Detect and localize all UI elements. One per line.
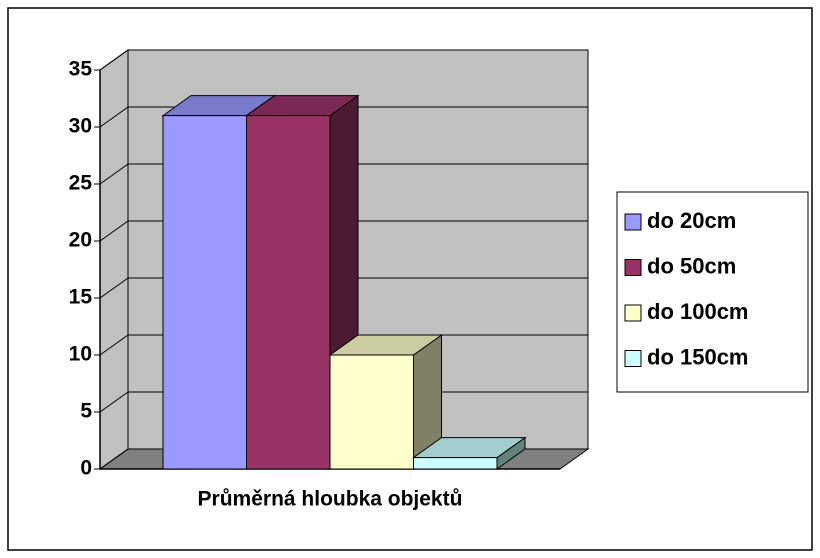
grid-line xyxy=(99,220,129,242)
grid-line xyxy=(99,106,129,128)
y-tick-label: 30 xyxy=(69,115,92,138)
legend-label: do 20cm xyxy=(647,208,736,233)
legend-swatch xyxy=(624,350,642,367)
y-tick-label: 10 xyxy=(69,343,92,366)
legend-label: do 50cm xyxy=(647,253,736,278)
grid-line xyxy=(99,334,129,356)
legend-box xyxy=(616,191,809,393)
legend-swatch xyxy=(624,304,642,322)
grid-line xyxy=(99,277,129,299)
bar xyxy=(246,115,331,470)
grid-line xyxy=(99,163,129,185)
y-tick-label: 20 xyxy=(69,229,92,252)
legend-label: do 100cm xyxy=(647,299,749,324)
legend-swatch xyxy=(624,259,642,276)
legend-label: do 150cm xyxy=(647,344,749,369)
y-tick-label: 35 xyxy=(69,58,93,81)
grid-line xyxy=(99,448,129,470)
grid-line xyxy=(99,391,129,413)
y-tick-label: 25 xyxy=(69,172,93,195)
x-tick-label: Průměrná hloubka objektů xyxy=(198,488,463,511)
bar xyxy=(162,115,247,470)
bar xyxy=(329,354,414,470)
y-tick-label: 15 xyxy=(69,286,93,309)
y-tick-label: 5 xyxy=(80,400,92,423)
legend-swatch xyxy=(624,213,642,231)
y-tick-label: 0 xyxy=(80,457,92,480)
side-wall xyxy=(99,49,129,470)
bar xyxy=(413,457,498,470)
grid-line xyxy=(99,49,129,71)
